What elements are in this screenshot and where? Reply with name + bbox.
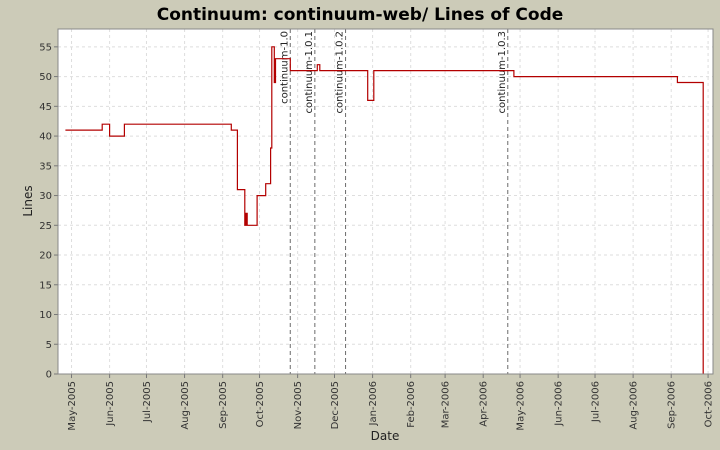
y-tick-label: 55 — [39, 42, 52, 53]
x-tick-label: Jul-2005 — [142, 381, 153, 423]
y-tick-label: 40 — [39, 132, 52, 143]
series-layer — [65, 46, 704, 374]
y-tick-label: 0 — [46, 370, 52, 381]
x-tick-label: Jun-2006 — [554, 381, 565, 427]
x-tick-label: Sep-2005 — [218, 381, 229, 429]
x-tick-label: Apr-2006 — [479, 381, 490, 427]
y-tick-label: 25 — [39, 221, 52, 232]
y-tick-label: 45 — [39, 102, 52, 113]
y-tick-label: 5 — [46, 340, 52, 351]
x-axis-label: Date — [371, 429, 400, 443]
y-tick-label: 50 — [39, 72, 52, 83]
x-tick-label: Jan-2006 — [368, 381, 379, 426]
x-tick-label: Aug-2006 — [629, 381, 640, 430]
release-marker-label: continuum-1.0.1 — [304, 31, 315, 113]
axes: 0 5 10 15 20 25 30 35 40 45 50 55 May-2005 Jun-2005 Ju… — [39, 28, 715, 431]
x-tick-label: Mar-2006 — [441, 381, 452, 428]
chart-title: Continuum: continuum-web/ Lines of Code — [157, 5, 564, 25]
x-tick-label: Oct-2006 — [704, 381, 715, 427]
release-marker-label: continuum-1.0.2 — [335, 31, 346, 113]
y-tick-label: 10 — [39, 310, 52, 321]
y-tick-label: 30 — [39, 191, 52, 202]
x-tick-label: Jun-2005 — [105, 381, 116, 427]
plot-border — [57, 28, 714, 375]
plot-area — [58, 29, 713, 374]
release-markers: continuum-1.0 continuum-1.0.1 continuum-1.… — [279, 29, 509, 374]
y-axis-label: Lines — [21, 185, 35, 216]
x-tick-label: Nov-2005 — [293, 381, 304, 429]
x-tick-label: Sep-2006 — [667, 381, 678, 429]
x-tick-label: Feb-2006 — [406, 381, 417, 428]
release-marker-label: continuum-1.0.3 — [497, 31, 508, 113]
x-tick-label: May-2005 — [67, 381, 78, 431]
y-tick-label: 20 — [39, 251, 52, 262]
release-marker-label: continuum-1.0 — [279, 31, 290, 104]
x-tick-label: May-2006 — [516, 381, 527, 431]
loc-series-line — [65, 46, 704, 374]
x-tick-label: Oct-2005 — [255, 381, 266, 427]
x-tick-label: Aug-2005 — [180, 381, 191, 430]
x-tick-label: Dec-2005 — [330, 381, 341, 429]
x-tick-label: Jul-2006 — [591, 381, 602, 423]
y-tick-label: 35 — [39, 161, 52, 172]
y-tick-label: 15 — [39, 280, 52, 291]
